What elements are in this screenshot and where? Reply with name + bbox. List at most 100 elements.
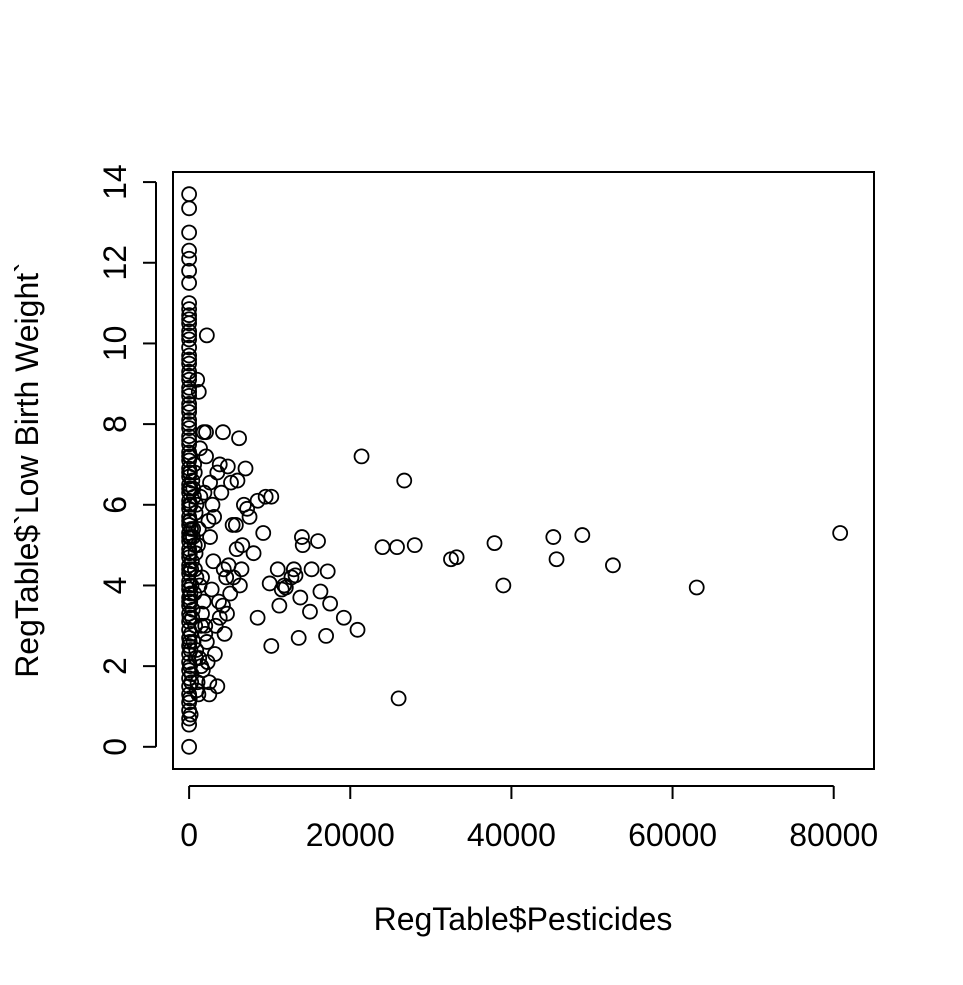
data-point: [605, 557, 621, 574]
data-point: [239, 500, 256, 517]
data-point: [198, 448, 214, 465]
data-point: [206, 508, 222, 525]
data-point: [349, 621, 366, 638]
data-point: [194, 569, 210, 586]
data-point: [181, 339, 198, 356]
y-tick-label: 6: [97, 496, 133, 514]
data-point: [215, 424, 231, 441]
data-point: [186, 456, 203, 473]
data-point: [190, 686, 207, 703]
data-point: [218, 569, 235, 586]
x-tick-label: 80000: [789, 817, 878, 853]
y-tick-label: 10: [97, 326, 133, 362]
data-point: [181, 545, 198, 562]
data-point: [290, 630, 307, 646]
data-point: [181, 262, 198, 279]
data-point: [406, 537, 423, 554]
data-point: [495, 577, 512, 594]
data-point: [185, 521, 202, 537]
data-point: [292, 589, 309, 606]
data-point: [183, 674, 200, 691]
data-point: [189, 371, 206, 388]
data-point: [198, 327, 215, 344]
data-point: [181, 363, 198, 380]
data-point: [269, 561, 286, 578]
data-point: [302, 603, 318, 620]
y-tick-label: 12: [97, 245, 133, 281]
data-point: [182, 464, 198, 481]
data-point: [181, 327, 198, 344]
data-point: [832, 525, 849, 541]
data-point: [198, 424, 214, 441]
data-point: [181, 224, 198, 241]
data-point: [181, 387, 198, 404]
data-point: [185, 529, 201, 545]
data-point: [181, 371, 198, 388]
data-point: [181, 323, 198, 340]
data-point: [188, 642, 205, 658]
data-point: [219, 605, 235, 622]
data-point: [255, 525, 272, 541]
data-point: [181, 200, 198, 217]
data-point: [181, 738, 198, 755]
data-point: [181, 295, 198, 311]
data-point: [183, 577, 200, 594]
x-axis: 0 20000 40000 60000 80000: [180, 785, 878, 853]
data-point: [396, 472, 413, 489]
data-point: [353, 448, 370, 465]
data-point: [194, 605, 210, 622]
data-point: [273, 581, 290, 598]
x-axis-label: RegTable$Pesticides: [374, 901, 673, 937]
data-point: [181, 716, 198, 733]
data-point: [222, 585, 239, 602]
data-point: [181, 416, 198, 433]
data-point: [209, 464, 226, 481]
data-point: [207, 617, 224, 634]
x-tick-label: 0: [180, 817, 198, 853]
data-point: [213, 484, 230, 501]
data-point: [181, 367, 198, 384]
data-point: [215, 597, 231, 614]
data-point: [184, 472, 201, 489]
data-point: [548, 551, 565, 568]
data-point: [182, 585, 199, 602]
data-point: [193, 658, 210, 675]
data-point: [198, 634, 215, 650]
data-point: [245, 545, 262, 562]
data-point: [182, 642, 199, 658]
y-tick-label: 8: [97, 415, 133, 433]
data-point: [181, 420, 198, 437]
plot-frame: [172, 171, 875, 770]
data-point: [181, 383, 198, 400]
data-point: [182, 496, 199, 513]
data-point: [211, 593, 227, 610]
data-point: [201, 674, 218, 691]
data-point: [303, 561, 320, 578]
data-point: [312, 583, 329, 600]
data-point: [486, 535, 503, 552]
data-point: [322, 595, 339, 612]
data-point: [203, 581, 220, 598]
data-point: [227, 517, 244, 533]
data-point: [181, 436, 198, 453]
data-point: [190, 383, 207, 400]
y-tick-label: 0: [97, 738, 133, 756]
data-point: [192, 488, 209, 505]
data-point: [335, 609, 352, 626]
y-axis: 0 2 4 6 8 10 12 14: [97, 164, 157, 756]
data-point: [181, 400, 198, 416]
data-point: [181, 242, 198, 259]
data-point: [263, 638, 280, 654]
data-point: [181, 396, 198, 412]
data-point: [188, 496, 205, 513]
data-point: [310, 533, 326, 549]
data-point: [187, 545, 204, 562]
data-point: [257, 488, 274, 505]
data-point: [319, 563, 336, 580]
data-point: [211, 456, 228, 473]
data-point: [223, 474, 239, 491]
data-point: [201, 686, 218, 703]
data-point: [182, 513, 198, 529]
